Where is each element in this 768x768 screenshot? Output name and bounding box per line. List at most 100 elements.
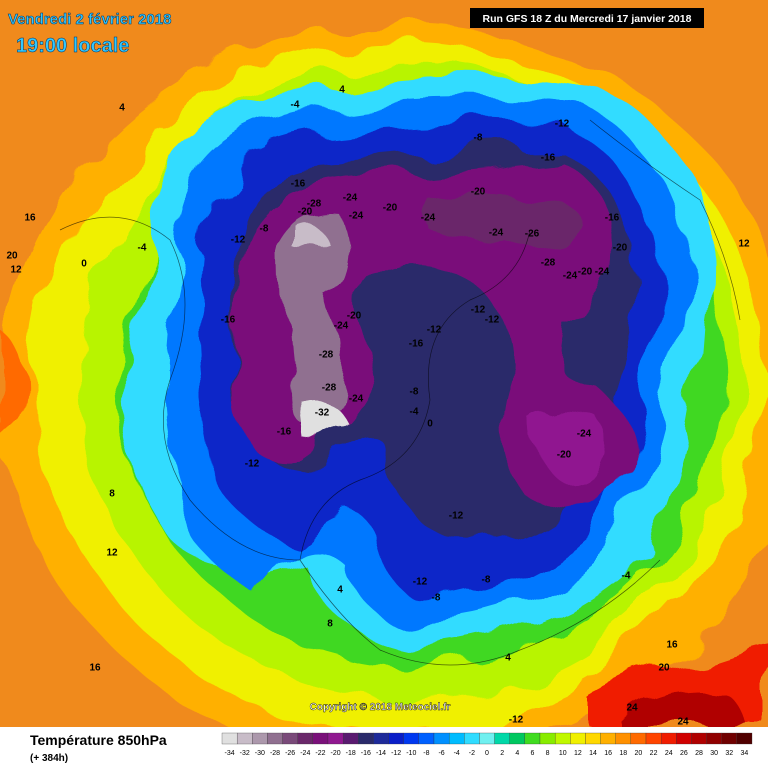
contour-label: -8 (410, 387, 419, 398)
contour-label: -32 (315, 408, 330, 419)
legend-label: 16 (604, 750, 612, 757)
legend-swatch (327, 732, 344, 745)
contour-label: -20 (578, 267, 593, 278)
legend-label: -22 (315, 750, 325, 757)
legend-swatch (630, 732, 647, 745)
contour-label: 0 (81, 259, 87, 270)
legend-swatch (645, 732, 662, 745)
contour-label: -16 (541, 153, 556, 164)
contour-label: -12 (509, 715, 524, 726)
legend-label: 10 (559, 750, 567, 757)
contour-label: -20 (298, 207, 313, 218)
contour-label: 24 (677, 717, 689, 728)
legend-label: -24 (300, 750, 310, 757)
legend-swatch (600, 732, 616, 745)
contour-label: -24 (349, 394, 364, 405)
contour-label: -24 (343, 193, 358, 204)
legend-swatch (297, 732, 314, 745)
contour-label: -12 (231, 235, 246, 246)
legend-label: -4 (454, 750, 460, 757)
time: 19:00 locale (16, 35, 129, 57)
copyright: Copyright © 2018 Meteociel.fr (310, 702, 451, 713)
contour-label: -12 (471, 305, 486, 316)
legend-swatch (570, 732, 586, 745)
contour-label: 4 (339, 85, 345, 96)
legend-label: -20 (331, 750, 341, 757)
legend-swatch (388, 732, 404, 745)
contour-label: -16 (277, 427, 292, 438)
contour-label: 16 (666, 640, 678, 651)
contour-label: -16 (221, 315, 236, 326)
legend-label: -12 (391, 750, 401, 757)
contour-label: 12 (10, 265, 22, 276)
legend-swatch (403, 732, 420, 745)
contour-label: -24 (334, 321, 349, 332)
footer-title: Température 850hPa (30, 732, 167, 748)
legend-swatch (282, 732, 298, 745)
contour-label: 8 (327, 619, 333, 630)
contour-label: 0 (427, 419, 433, 430)
legend-swatch (736, 732, 753, 745)
contour-label: -20 (383, 203, 398, 214)
legend-swatch (524, 732, 541, 745)
legend-label: 18 (619, 750, 627, 757)
contour-label: -16 (605, 213, 620, 224)
contour-label: -4 (291, 100, 300, 111)
legend-label: 26 (680, 750, 688, 757)
legend-swatch (494, 732, 510, 745)
legend-label: 4 (515, 750, 519, 757)
legend-label: -6 (438, 750, 444, 757)
legend-swatch (433, 732, 450, 745)
legend-label: -32 (240, 750, 250, 757)
contour-label: -12 (555, 119, 570, 130)
contour-label: -8 (474, 133, 483, 144)
contour-label: -24 (489, 228, 504, 239)
run-info: Run GFS 18 Z du Mercredi 17 janvier 2018 (483, 13, 692, 25)
date: Vendredi 2 février 2018 (8, 11, 171, 28)
legend-swatch (479, 732, 495, 745)
legend-label: -8 (423, 750, 429, 757)
contour-label: -16 (291, 179, 306, 190)
legend-label: -18 (346, 750, 356, 757)
legend-label: 8 (546, 750, 550, 757)
contour-label: -24 (577, 429, 592, 440)
contour-label: -20 (557, 450, 572, 461)
legend-label: -34 (225, 750, 235, 757)
contour-labels: -444-8-12-16-16-20-28-24-24-20-24-20-24-… (6, 85, 750, 728)
legend-swatch (342, 732, 359, 745)
contour-label: -12 (449, 511, 464, 522)
contour-label: 20 (6, 251, 18, 262)
contour-label: 12 (738, 239, 750, 250)
legend-swatch (448, 732, 465, 745)
legend-swatch (676, 732, 692, 745)
contour-label: -20 (613, 243, 628, 254)
contour-label: -4 (410, 407, 419, 418)
contour-label: 8 (109, 489, 115, 500)
contour-label: -16 (409, 339, 424, 350)
legend-swatch (252, 732, 268, 745)
legend-swatch (615, 732, 632, 745)
legend-label: 0 (485, 750, 489, 757)
contour-label: 20 (658, 663, 670, 674)
legend-label: 28 (695, 750, 703, 757)
contour-label: -24 (595, 267, 610, 278)
legend-label: 20 (635, 750, 643, 757)
contour-label: -8 (482, 575, 491, 586)
footer-lead: (+ 384h) (30, 753, 68, 764)
contour-label: 4 (505, 653, 511, 664)
color-legend: -34 -32 -30 -28 -26 -24 -22 -20 -18 -16 -14 -12 -10-… (221, 732, 753, 757)
legend-label: -10 (406, 750, 416, 757)
legend-label: 30 (710, 750, 718, 757)
legend-label: 14 (589, 750, 597, 757)
legend-swatch (721, 732, 738, 745)
legend-label: 6 (530, 750, 534, 757)
contour-label: 16 (24, 213, 36, 224)
legend-swatch (706, 732, 722, 745)
legend-swatch (373, 732, 389, 745)
contour-label: -12 (427, 325, 442, 336)
legend-swatch (312, 732, 329, 745)
contour-label: -8 (260, 224, 269, 235)
legend-swatch (267, 732, 283, 745)
legend-swatch (221, 732, 238, 745)
